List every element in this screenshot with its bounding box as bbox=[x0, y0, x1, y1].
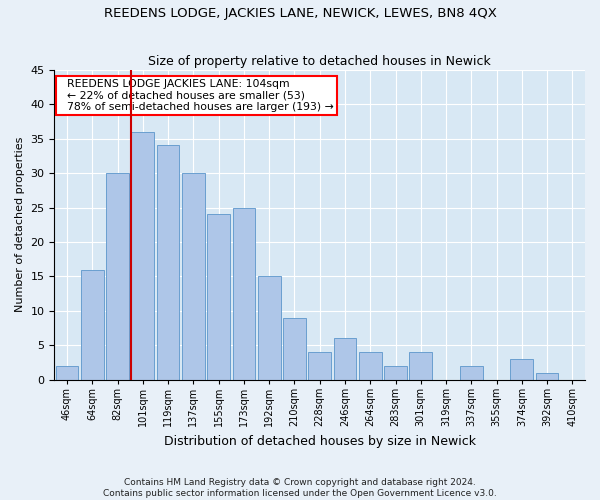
Text: REEDENS LODGE, JACKIES LANE, NEWICK, LEWES, BN8 4QX: REEDENS LODGE, JACKIES LANE, NEWICK, LEW… bbox=[104, 8, 496, 20]
Bar bbox=[233, 208, 255, 380]
Bar bbox=[460, 366, 482, 380]
Text: Contains HM Land Registry data © Crown copyright and database right 2024.
Contai: Contains HM Land Registry data © Crown c… bbox=[103, 478, 497, 498]
Bar bbox=[359, 352, 382, 380]
Text: REEDENS LODGE JACKIES LANE: 104sqm
  ← 22% of detached houses are smaller (53)
 : REEDENS LODGE JACKIES LANE: 104sqm ← 22%… bbox=[60, 79, 334, 112]
Bar bbox=[308, 352, 331, 380]
Bar bbox=[106, 173, 129, 380]
X-axis label: Distribution of detached houses by size in Newick: Distribution of detached houses by size … bbox=[164, 434, 476, 448]
Bar bbox=[409, 352, 432, 380]
Bar bbox=[157, 146, 179, 380]
Bar bbox=[536, 373, 559, 380]
Y-axis label: Number of detached properties: Number of detached properties bbox=[15, 137, 25, 312]
Bar bbox=[384, 366, 407, 380]
Bar bbox=[334, 338, 356, 380]
Bar bbox=[182, 173, 205, 380]
Bar bbox=[56, 366, 79, 380]
Bar bbox=[511, 359, 533, 380]
Bar bbox=[81, 270, 104, 380]
Bar bbox=[283, 318, 306, 380]
Bar bbox=[258, 276, 281, 380]
Title: Size of property relative to detached houses in Newick: Size of property relative to detached ho… bbox=[148, 56, 491, 68]
Bar bbox=[207, 214, 230, 380]
Bar bbox=[131, 132, 154, 380]
